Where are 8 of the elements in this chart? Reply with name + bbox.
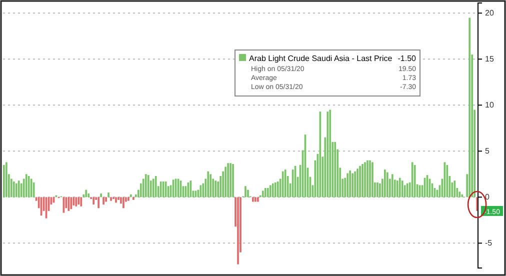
y-tick-label: 0 <box>485 192 490 202</box>
y-tick-label: -5 <box>485 238 493 248</box>
y-tick-label: 10 <box>485 100 494 110</box>
y-tick-label: 5 <box>485 146 490 156</box>
legend-label: Arab Light Crude Saudi Asia - Last Price <box>249 54 393 63</box>
annotation: -1.50 <box>398 54 417 63</box>
y-tick-label: 15 <box>485 54 494 64</box>
y-tick-label: 20 <box>485 8 494 18</box>
